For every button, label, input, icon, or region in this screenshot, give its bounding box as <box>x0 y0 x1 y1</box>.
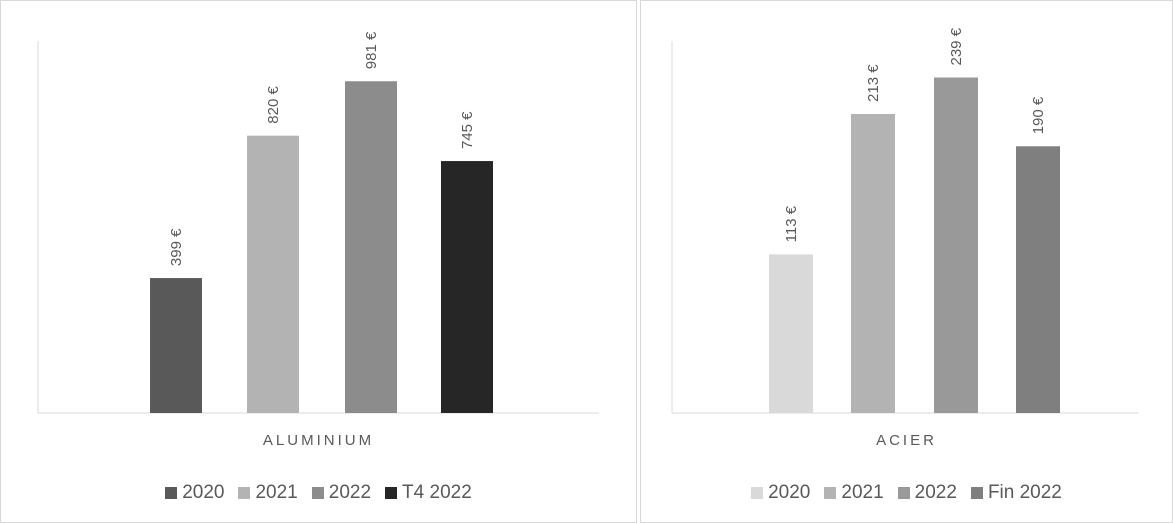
legend-label: 2020 <box>768 482 811 503</box>
legend-item: T4 2022 <box>385 482 472 504</box>
legend-swatch <box>311 487 324 499</box>
legend-swatch <box>238 487 251 499</box>
legend-item: 2020 <box>751 482 810 504</box>
bar-2020 <box>150 278 202 413</box>
legend-swatch <box>385 487 398 499</box>
bar-t4-2022 <box>441 161 493 413</box>
legend-item: 2021 <box>238 482 298 504</box>
chart-panel-acier: 113 € 213 € 239 € 190 € ACIER 2020 2021 2022 F… <box>640 0 1173 523</box>
data-label: 399 € <box>168 228 185 266</box>
legend-swatch <box>824 487 837 499</box>
legend-item: 2022 <box>311 482 372 504</box>
legend-label: 2022 <box>328 482 372 503</box>
bar-2021 <box>247 135 299 413</box>
data-label: 113 € <box>783 205 800 242</box>
legend-label: 2021 <box>255 482 298 503</box>
legend-label: 2021 <box>841 482 884 503</box>
x-axis-label: ALUMINIUM <box>262 432 375 449</box>
chart-panel-aluminium: 399 €820 €981 €745 € ALUMINIUM 2020 2021 2… <box>0 0 637 523</box>
data-label: 820 € <box>265 85 282 123</box>
legend-swatch <box>897 487 910 499</box>
data-label: 745 € <box>459 111 476 149</box>
legend-label: T4 2022 <box>402 482 472 503</box>
legend-swatch <box>165 487 178 499</box>
legend-label: Fin 2022 <box>987 482 1062 503</box>
bar-2022 <box>345 81 397 413</box>
bar-2020 <box>769 254 813 413</box>
legend-label: 2022 <box>914 482 957 503</box>
legend-label: 2020 <box>182 482 225 503</box>
plot-area-aluminium: 399 € 820 € 981 € 745 € <box>37 31 599 414</box>
legend-swatch <box>970 487 983 499</box>
legend: 2020 2021 2022 T4 2022 <box>1 482 636 504</box>
x-axis-label: ACIER <box>876 432 937 449</box>
legend-item: 2021 <box>824 482 884 504</box>
data-label: 981 € <box>363 31 380 69</box>
bar-fin-2022 <box>1016 146 1060 413</box>
data-label: 213 € <box>865 64 882 102</box>
plot-area-acier: 113 € 213 € 239 € 190 € <box>671 27 1139 414</box>
legend-item: 2022 <box>897 482 957 504</box>
legend-swatch <box>751 487 764 499</box>
legend-item: Fin 2022 <box>970 482 1062 504</box>
bar-2022 <box>934 77 978 414</box>
data-label: 239 € <box>948 27 965 65</box>
legend: 2020 2021 2022 Fin 2022 <box>641 482 1172 504</box>
legend-item: 2020 <box>165 482 224 504</box>
data-label: 190 € <box>1030 96 1047 134</box>
bar-2021 <box>851 113 895 414</box>
